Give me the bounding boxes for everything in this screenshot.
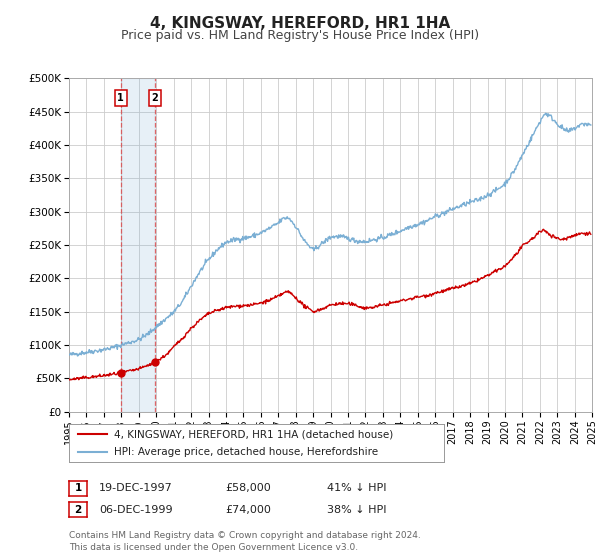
Text: HPI: Average price, detached house, Herefordshire: HPI: Average price, detached house, Here… <box>114 447 378 457</box>
Point <box>116 368 125 377</box>
Point <box>150 358 160 367</box>
Text: £58,000: £58,000 <box>225 483 271 493</box>
Text: 38% ↓ HPI: 38% ↓ HPI <box>327 505 386 515</box>
Text: 2: 2 <box>74 505 82 515</box>
Text: 2: 2 <box>152 94 158 104</box>
Text: 4, KINGSWAY, HEREFORD, HR1 1HA (detached house): 4, KINGSWAY, HEREFORD, HR1 1HA (detached… <box>114 429 393 439</box>
Text: 41% ↓ HPI: 41% ↓ HPI <box>327 483 386 493</box>
Text: 4, KINGSWAY, HEREFORD, HR1 1HA: 4, KINGSWAY, HEREFORD, HR1 1HA <box>150 16 450 31</box>
Text: Price paid vs. HM Land Registry's House Price Index (HPI): Price paid vs. HM Land Registry's House … <box>121 29 479 42</box>
Text: 19-DEC-1997: 19-DEC-1997 <box>99 483 173 493</box>
Text: Contains HM Land Registry data © Crown copyright and database right 2024.
This d: Contains HM Land Registry data © Crown c… <box>69 531 421 552</box>
Bar <box>121 78 155 412</box>
Text: £74,000: £74,000 <box>225 505 271 515</box>
Text: 1: 1 <box>74 483 82 493</box>
Text: 06-DEC-1999: 06-DEC-1999 <box>99 505 173 515</box>
Text: 1: 1 <box>118 94 124 104</box>
